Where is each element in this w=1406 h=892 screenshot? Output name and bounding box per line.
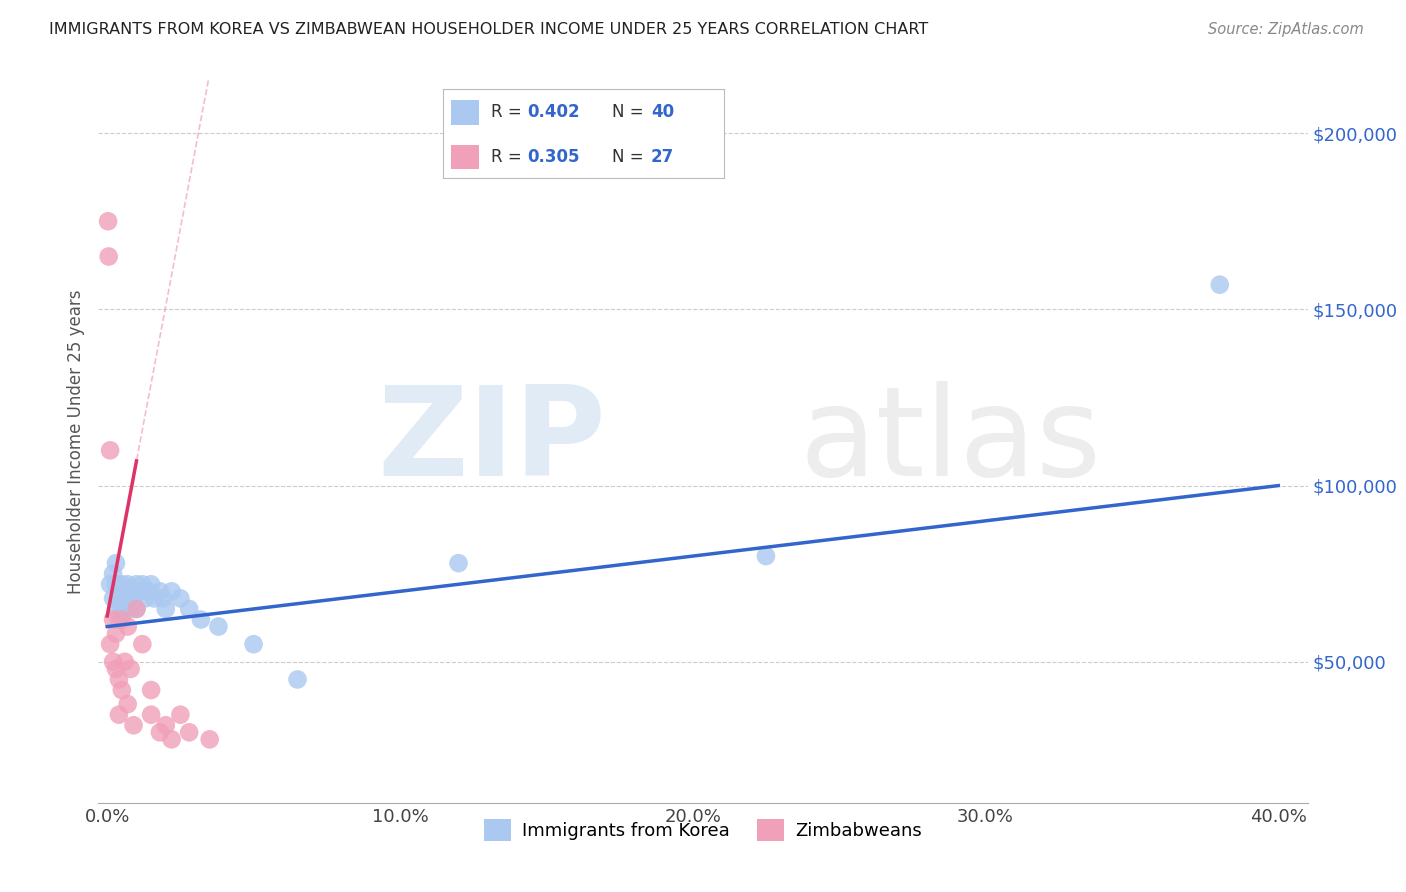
Point xyxy=(111,683,134,698)
Point xyxy=(104,626,127,640)
Point xyxy=(169,591,191,606)
Text: 40: 40 xyxy=(651,103,673,121)
Point xyxy=(101,591,124,606)
Point xyxy=(136,584,159,599)
Text: Source: ZipAtlas.com: Source: ZipAtlas.com xyxy=(1208,22,1364,37)
Point xyxy=(152,591,174,606)
Point xyxy=(98,443,121,458)
Point xyxy=(143,591,166,606)
Point xyxy=(98,577,121,591)
Point xyxy=(190,613,212,627)
Point xyxy=(160,584,183,599)
Point xyxy=(131,577,153,591)
Point xyxy=(104,602,127,616)
Point xyxy=(117,697,139,711)
Text: N =: N = xyxy=(612,148,648,166)
Point xyxy=(139,577,162,591)
Point xyxy=(125,602,148,616)
Point xyxy=(160,732,183,747)
Point xyxy=(117,591,139,606)
Point xyxy=(117,619,139,633)
Point xyxy=(139,683,162,698)
Point xyxy=(108,707,131,722)
Point xyxy=(169,707,191,722)
Point xyxy=(104,662,127,676)
Point xyxy=(97,250,120,264)
Point xyxy=(1209,277,1232,292)
Text: N =: N = xyxy=(612,103,648,121)
Point xyxy=(198,732,221,747)
Point xyxy=(122,591,145,606)
Point xyxy=(179,725,201,739)
Point xyxy=(120,602,142,616)
FancyBboxPatch shape xyxy=(451,100,479,125)
Point xyxy=(117,577,139,591)
Point xyxy=(114,584,136,599)
Point xyxy=(101,566,124,581)
Point xyxy=(108,613,131,627)
Point xyxy=(755,549,778,563)
Point xyxy=(111,613,134,627)
Point xyxy=(207,619,229,633)
Y-axis label: Householder Income Under 25 years: Householder Income Under 25 years xyxy=(67,289,86,594)
Point xyxy=(111,591,134,606)
Text: R =: R = xyxy=(491,148,527,166)
Point xyxy=(104,556,127,570)
Point xyxy=(98,637,121,651)
Point xyxy=(108,673,131,687)
Point xyxy=(111,602,134,616)
Point xyxy=(122,718,145,732)
Point xyxy=(155,602,177,616)
Point xyxy=(114,602,136,616)
Text: R =: R = xyxy=(491,103,527,121)
Point xyxy=(149,584,172,599)
Point xyxy=(111,577,134,591)
Legend: Immigrants from Korea, Zimbabweans: Immigrants from Korea, Zimbabweans xyxy=(477,812,929,848)
Point xyxy=(101,613,124,627)
Point xyxy=(125,577,148,591)
Text: atlas: atlas xyxy=(800,381,1102,502)
Point xyxy=(120,662,142,676)
Point xyxy=(139,707,162,722)
Point xyxy=(120,584,142,599)
Point xyxy=(128,584,150,599)
Point xyxy=(149,725,172,739)
Text: 0.402: 0.402 xyxy=(527,103,579,121)
Point xyxy=(101,655,124,669)
Point xyxy=(108,591,131,606)
Text: ZIP: ZIP xyxy=(378,381,606,502)
Point xyxy=(108,584,131,599)
Text: 27: 27 xyxy=(651,148,675,166)
Point xyxy=(447,556,470,570)
Text: IMMIGRANTS FROM KOREA VS ZIMBABWEAN HOUSEHOLDER INCOME UNDER 25 YEARS CORRELATIO: IMMIGRANTS FROM KOREA VS ZIMBABWEAN HOUS… xyxy=(49,22,928,37)
Point xyxy=(134,591,156,606)
Point xyxy=(242,637,264,651)
Point xyxy=(114,655,136,669)
Point xyxy=(155,718,177,732)
Point xyxy=(104,577,127,591)
Point xyxy=(97,214,120,228)
Point xyxy=(131,637,153,651)
Point xyxy=(125,602,148,616)
Point xyxy=(179,602,201,616)
Point xyxy=(287,673,309,687)
FancyBboxPatch shape xyxy=(451,145,479,169)
Text: 0.305: 0.305 xyxy=(527,148,579,166)
